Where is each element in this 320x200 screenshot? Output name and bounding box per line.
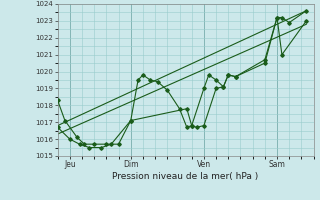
X-axis label: Pression niveau de la mer( hPa ): Pression niveau de la mer( hPa ) xyxy=(112,172,259,181)
